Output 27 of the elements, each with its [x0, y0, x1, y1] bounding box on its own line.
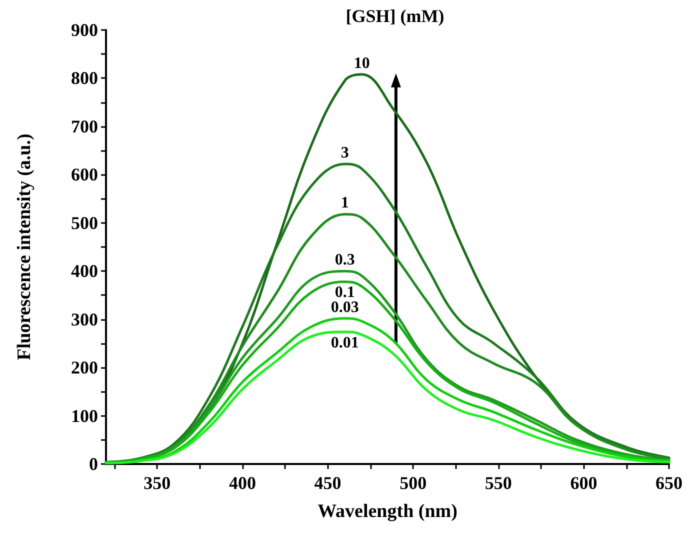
x-axis-title: Wavelength (nm)	[318, 501, 458, 522]
series-label: 0.1	[334, 284, 355, 302]
x-tick-label: 650	[656, 473, 682, 493]
series-label: 0.03	[330, 298, 359, 316]
y-tick-label: 900	[71, 20, 98, 40]
y-tick-label: 0	[89, 454, 98, 474]
y-tick-label: 300	[71, 309, 98, 330]
series-label: 10	[354, 54, 370, 72]
y-tick-label: 400	[71, 261, 98, 282]
series-label: 1	[340, 194, 349, 212]
y-tick-label: 500	[71, 212, 98, 233]
y-axis-title: Fluorescence intensity (a.u.)	[14, 134, 35, 360]
x-tick-label: 350	[144, 473, 171, 493]
y-tick-label: 700	[71, 116, 98, 136]
legend-title: [GSH] (mM)	[346, 6, 444, 26]
series-label: 0.3	[334, 252, 355, 269]
y-tick-label: 100	[71, 406, 98, 426]
x-tick-label: 550	[484, 473, 512, 493]
y-tick-label: 800	[71, 68, 98, 88]
y-tick-label: 600	[71, 164, 98, 185]
y-tick-label: 200	[71, 358, 98, 378]
series-label: 3	[340, 144, 349, 162]
x-tick-label: 450	[314, 473, 342, 493]
x-tick-label: 600	[570, 473, 598, 493]
x-tick-label: 400	[228, 473, 256, 493]
series-label: 0.01	[330, 334, 359, 352]
x-tick-label: 500	[400, 473, 427, 493]
